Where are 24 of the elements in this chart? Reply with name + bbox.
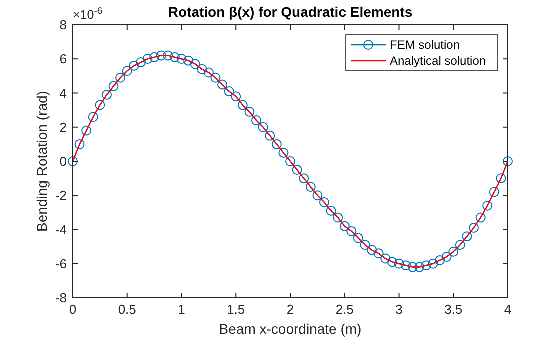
y-tick-label: 0 xyxy=(60,154,67,169)
x-tick-label: 1.5 xyxy=(227,302,246,317)
x-tick-label: 0.5 xyxy=(118,302,136,317)
legend-label: Analytical solution xyxy=(390,54,486,68)
y-tick-label: 8 xyxy=(60,18,67,32)
x-tick-label: 1 xyxy=(178,302,186,317)
y-tick-label: -6 xyxy=(55,256,67,272)
y-axis-title: Bending Rotation (rad) xyxy=(34,91,50,232)
x-tick-label: 2.5 xyxy=(336,302,354,317)
x-axis-title: Beam x-coordinate (m) xyxy=(219,321,362,337)
chart-title: Rotation β(x) for Quadratic Elements xyxy=(168,4,413,20)
y-tick-label: 2 xyxy=(60,120,67,135)
y-tick-label: -2 xyxy=(55,188,67,204)
text: ×10$^{-6}$ xyxy=(73,6,103,22)
x-tick-label: 2 xyxy=(286,302,294,317)
x-tick-label: 3 xyxy=(396,302,403,317)
x-tick-label: 4 xyxy=(504,302,512,317)
y-tick-label: 4 xyxy=(60,86,67,101)
x-tick-label: 3.5 xyxy=(444,302,463,317)
y-tick-label: -8 xyxy=(55,290,67,306)
y-tick-label: -4 xyxy=(55,222,67,238)
x-tick-label: 0 xyxy=(69,302,77,317)
legend-label: FEM solution xyxy=(390,38,460,52)
y-tick-label: 6 xyxy=(60,52,67,67)
